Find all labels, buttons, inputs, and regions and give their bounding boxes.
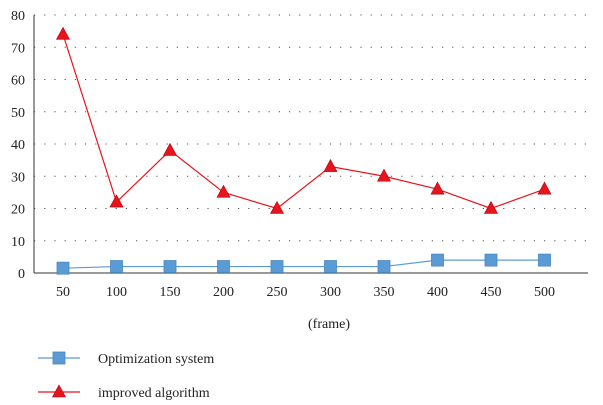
data-point: [323, 158, 338, 172]
data-point: [55, 26, 71, 40]
x-tick-label: 100: [106, 285, 127, 300]
legend-item: improved algorithm: [38, 384, 210, 401]
legend-item: Optimization system: [38, 351, 214, 367]
x-axis-label: (frame): [308, 317, 350, 332]
series-1: [56, 253, 551, 275]
y-tick-label: 20: [11, 203, 25, 218]
axes: [33, 15, 588, 274]
y-tick-label: 30: [11, 170, 25, 185]
data-point: [162, 142, 178, 156]
y-tick-label: 80: [11, 9, 25, 24]
y-tick-label: 70: [11, 41, 25, 56]
data-point: [269, 200, 285, 214]
data-point: [56, 261, 70, 275]
grid-lines: [34, 14, 588, 242]
data-point: [431, 253, 444, 267]
data-point: [163, 260, 177, 273]
y-tick-label: 10: [11, 235, 25, 250]
series-line: [62, 259, 545, 269]
x-axis-ticks: 50 100 150 200 250 300 350 400 450 500: [56, 285, 555, 300]
y-tick-label: 60: [11, 74, 25, 89]
data-point: [484, 253, 498, 267]
x-tick-label: 350: [374, 285, 395, 300]
data-point: [483, 200, 499, 214]
y-tick-label: 40: [11, 138, 25, 153]
x-tick-label: 250: [267, 285, 288, 300]
data-point: [270, 260, 284, 273]
legend-label: Optimization system: [98, 352, 214, 367]
legend-marker: [51, 384, 67, 398]
data-point: [217, 260, 230, 273]
y-tick-label: 0: [18, 267, 25, 282]
series-line: [62, 34, 545, 210]
data-point: [110, 260, 123, 273]
x-tick-label: 500: [534, 285, 555, 300]
x-tick-label: 150: [160, 285, 181, 300]
data-point: [537, 181, 552, 195]
data-point: [430, 181, 445, 195]
x-tick-label: 400: [427, 285, 448, 300]
legend: Optimization system improved algorithm: [38, 351, 214, 401]
x-tick-label: 50: [56, 285, 70, 300]
data-point: [324, 260, 337, 273]
legend-label: improved algorithm: [98, 386, 210, 401]
y-tick-label: 50: [11, 106, 25, 121]
data-point: [538, 253, 551, 267]
series-2: [55, 26, 552, 214]
series-group: [55, 26, 552, 275]
y-axis-ticks: 0 10 20 30 40 50 60 70 80: [11, 9, 25, 282]
x-tick-label: 450: [481, 285, 502, 300]
x-tick-label: 200: [213, 285, 234, 300]
data-point: [377, 260, 391, 273]
data-point: [376, 168, 392, 182]
legend-marker: [52, 351, 66, 365]
data-point: [109, 194, 124, 208]
x-tick-label: 300: [320, 285, 341, 300]
data-point: [216, 184, 231, 198]
